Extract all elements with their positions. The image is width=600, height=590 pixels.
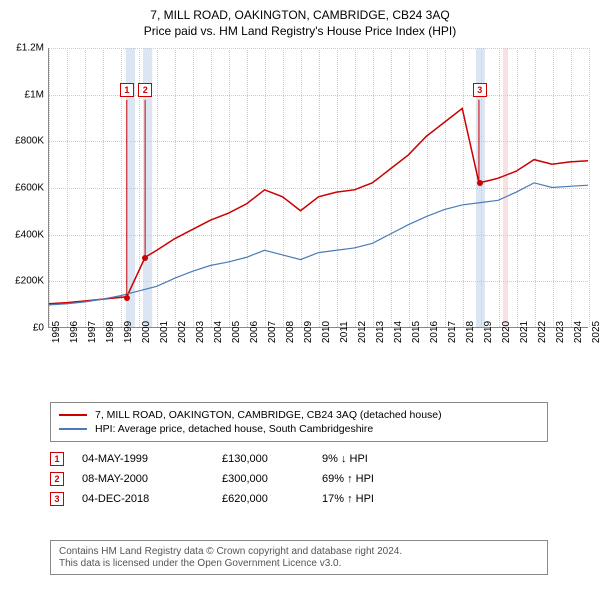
x-axis: 1995199619971998199920002001200220032004…: [48, 330, 588, 390]
footer-line2: This data is licensed under the Open Gov…: [59, 558, 539, 569]
x-tick-label: 2007: [267, 321, 278, 343]
y-axis: £0£200K£400K£600K£800K£1M£1.2M: [8, 48, 46, 328]
x-tick-label: 2019: [483, 321, 494, 343]
sales-date: 04-DEC-2018: [82, 493, 222, 505]
x-tick-label: 2014: [393, 321, 404, 343]
sales-delta: 69% ↑ HPI: [322, 473, 422, 485]
x-tick-label: 2005: [231, 321, 242, 343]
sale-dot: [477, 180, 483, 186]
sale-dot: [124, 295, 130, 301]
x-tick-label: 1997: [87, 321, 98, 343]
marker-box: 3: [473, 83, 487, 97]
y-tick-label: £1M: [25, 89, 44, 100]
legend-item: HPI: Average price, detached house, Sout…: [59, 423, 539, 435]
chart-area: £0£200K£400K£600K£800K£1M£1.2M 123 19951…: [8, 48, 592, 393]
sale-dot: [142, 255, 148, 261]
marker-box: 1: [120, 83, 134, 97]
x-tick-label: 2021: [519, 321, 530, 343]
footer-line1: Contains HM Land Registry data © Crown c…: [59, 546, 539, 557]
x-tick-label: 2006: [249, 321, 260, 343]
legend: 7, MILL ROAD, OAKINGTON, CAMBRIDGE, CB24…: [50, 402, 548, 442]
x-tick-label: 2015: [411, 321, 422, 343]
x-tick-label: 2018: [465, 321, 476, 343]
sales-price: £130,000: [222, 453, 322, 465]
x-tick-label: 2008: [285, 321, 296, 343]
x-tick-label: 2013: [375, 321, 386, 343]
legend-swatch: [59, 414, 87, 416]
sales-marker: 2: [50, 472, 64, 486]
y-tick-label: £1.2M: [16, 43, 44, 54]
x-tick-label: 2025: [591, 321, 600, 343]
sales-row: 3 04-DEC-2018£620,00017% ↑ HPI: [50, 492, 548, 506]
sales-delta: 17% ↑ HPI: [322, 493, 422, 505]
y-tick-label: £200K: [15, 276, 44, 287]
x-tick-label: 2003: [195, 321, 206, 343]
y-tick-label: £800K: [15, 136, 44, 147]
x-tick-label: 1998: [105, 321, 116, 343]
x-tick-label: 2011: [339, 321, 350, 343]
x-tick-label: 2024: [573, 321, 584, 343]
x-tick-label: 2000: [141, 321, 152, 343]
sales-date: 04-MAY-1999: [82, 453, 222, 465]
sales-delta: 9% ↓ HPI: [322, 453, 422, 465]
sales-table: 1 04-MAY-1999£130,0009% ↓ HPI 2 08-MAY-2000…: [50, 446, 548, 512]
chart-container: 7, MILL ROAD, OAKINGTON, CAMBRIDGE, CB24…: [0, 0, 600, 590]
y-tick-label: £400K: [15, 229, 44, 240]
plot-area: 12 3: [48, 48, 588, 328]
sales-marker: 3: [50, 492, 64, 506]
x-tick-label: 1999: [123, 321, 134, 343]
footer-attribution: Contains HM Land Registry data © Crown c…: [50, 540, 548, 575]
sales-date: 08-MAY-2000: [82, 473, 222, 485]
x-tick-label: 2001: [159, 321, 170, 343]
x-tick-label: 1995: [51, 321, 62, 343]
x-tick-label: 2017: [447, 321, 458, 343]
sales-row: 2 08-MAY-2000£300,00069% ↑ HPI: [50, 472, 548, 486]
x-tick-label: 2020: [501, 321, 512, 343]
chart-title-line2: Price paid vs. HM Land Registry's House …: [0, 24, 600, 38]
x-tick-label: 2022: [537, 321, 548, 343]
sales-price: £300,000: [222, 473, 322, 485]
legend-swatch: [59, 428, 87, 430]
x-tick-label: 2002: [177, 321, 188, 343]
sales-marker: 1: [50, 452, 64, 466]
series-property: [49, 108, 588, 303]
chart-title-line1: 7, MILL ROAD, OAKINGTON, CAMBRIDGE, CB24…: [0, 8, 600, 22]
x-tick-label: 2023: [555, 321, 566, 343]
y-tick-label: £0: [33, 323, 44, 334]
legend-item: 7, MILL ROAD, OAKINGTON, CAMBRIDGE, CB24…: [59, 409, 539, 421]
title-block: 7, MILL ROAD, OAKINGTON, CAMBRIDGE, CB24…: [0, 0, 600, 38]
y-tick-label: £600K: [15, 183, 44, 194]
marker-box: 2: [138, 83, 152, 97]
gridline-v: [589, 48, 590, 327]
x-tick-label: 1996: [69, 321, 80, 343]
sales-price: £620,000: [222, 493, 322, 505]
x-tick-label: 2010: [321, 321, 332, 343]
series-hpi: [49, 183, 588, 305]
x-tick-label: 2012: [357, 321, 368, 343]
x-tick-label: 2016: [429, 321, 440, 343]
sales-row: 1 04-MAY-1999£130,0009% ↓ HPI: [50, 452, 548, 466]
x-tick-label: 2009: [303, 321, 314, 343]
legend-label: 7, MILL ROAD, OAKINGTON, CAMBRIDGE, CB24…: [95, 409, 442, 421]
legend-label: HPI: Average price, detached house, Sout…: [95, 423, 373, 435]
x-tick-label: 2004: [213, 321, 224, 343]
